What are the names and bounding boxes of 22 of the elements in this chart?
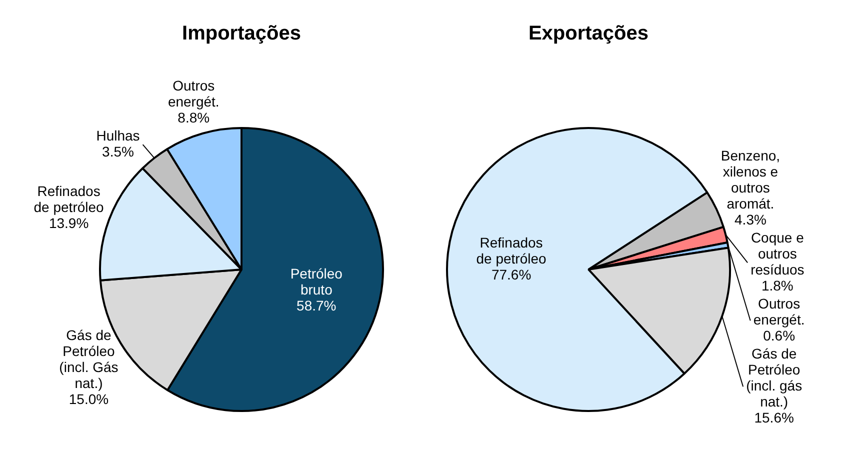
chart-title: Exportações <box>528 22 649 45</box>
slice-label: Gás de Petróleo (incl. gás nat.) <box>746 346 802 410</box>
data-label: 77.6% <box>491 266 532 283</box>
slice-label: Refinados de petróleo <box>476 234 547 267</box>
data-label: 4.3% <box>734 212 766 228</box>
data-label: 13.9% <box>48 215 89 232</box>
data-label: 0.6% <box>763 328 796 344</box>
slice-label: Outros energét. <box>168 77 220 110</box>
slice-label: Benzeno, xilenos e outros aromát. <box>720 148 780 212</box>
slice-label: Gás de Petróleo (incl. Gás nat.) <box>59 327 118 392</box>
slice-label: Coque e outros resíduos <box>750 230 804 278</box>
data-label: 1.8% <box>761 278 794 294</box>
data-label: 15.0% <box>68 391 109 408</box>
slice-label: Petróleo bruto <box>290 266 343 298</box>
slice-label: Outros energét. <box>753 296 805 328</box>
slice-label: Hulhas <box>96 127 140 144</box>
slice-label: Refinados de petróleo <box>34 183 104 216</box>
data-label: 15.6% <box>754 410 794 426</box>
chart-title: Importações <box>182 22 301 45</box>
data-label: 8.8% <box>178 109 210 126</box>
data-label: 58.7% <box>296 298 336 314</box>
data-label: 3.5% <box>102 143 134 160</box>
